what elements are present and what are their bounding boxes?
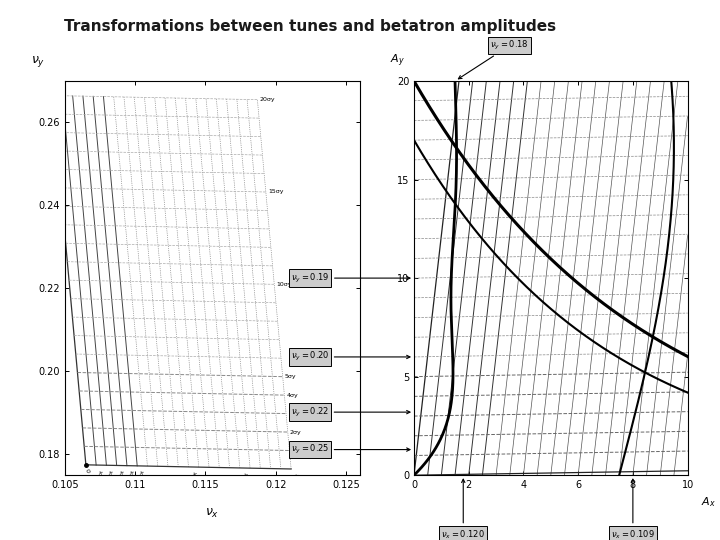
Text: 3σx: 3σx bbox=[117, 469, 125, 482]
Text: 3σy: 3σy bbox=[288, 411, 300, 416]
Text: $A_y$: $A_y$ bbox=[390, 53, 405, 69]
Text: 1σx: 1σx bbox=[97, 468, 104, 481]
Text: $\nu_y=0.18$: $\nu_y=0.18$ bbox=[459, 39, 529, 79]
Text: 10σy: 10σy bbox=[276, 282, 292, 287]
Text: 0: 0 bbox=[86, 468, 92, 473]
Text: $\nu_x$: $\nu_x$ bbox=[205, 507, 220, 520]
Text: $\nu_x=0.109$: $\nu_x=0.109$ bbox=[611, 479, 655, 540]
Text: $\nu_y=0.19$: $\nu_y=0.19$ bbox=[291, 272, 410, 285]
Text: 2σx: 2σx bbox=[107, 469, 115, 481]
Text: 5σy: 5σy bbox=[285, 374, 297, 379]
Text: 10σx: 10σx bbox=[189, 470, 198, 487]
Text: 4σx: 4σx bbox=[127, 469, 135, 482]
Text: $A_x$: $A_x$ bbox=[701, 495, 716, 509]
Text: 20σx: 20σx bbox=[292, 472, 301, 489]
Text: 15σy: 15σy bbox=[268, 190, 284, 194]
Text: 15σx: 15σx bbox=[240, 471, 249, 488]
Text: 5σx: 5σx bbox=[138, 469, 145, 482]
Text: $\nu_y=0.22$: $\nu_y=0.22$ bbox=[291, 406, 410, 419]
Text: $\nu_y=0.20$: $\nu_y=0.20$ bbox=[291, 350, 410, 363]
Text: $\nu_y=0.25$: $\nu_y=0.25$ bbox=[291, 443, 410, 456]
Text: 1σy: 1σy bbox=[292, 448, 303, 453]
Text: 2σy: 2σy bbox=[290, 429, 302, 435]
Text: $\nu_y$: $\nu_y$ bbox=[31, 54, 45, 69]
Text: $\nu_x=0.120$: $\nu_x=0.120$ bbox=[441, 479, 485, 540]
Text: 4σy: 4σy bbox=[287, 393, 298, 397]
Text: Transformations between tunes and betatron amplitudes: Transformations between tunes and betatr… bbox=[63, 19, 556, 34]
Text: 20σy: 20σy bbox=[259, 97, 275, 102]
